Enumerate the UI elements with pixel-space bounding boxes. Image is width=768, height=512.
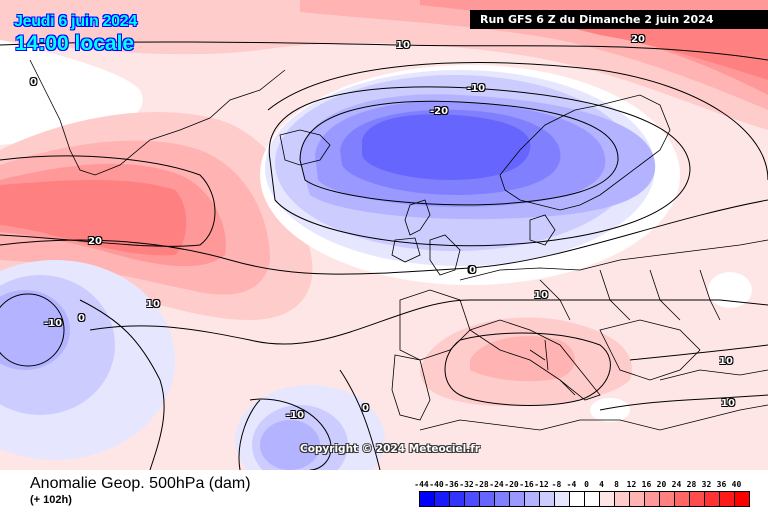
legend-tick-label: 36 [716,480,727,489]
contour-label: 0 [362,403,369,414]
legend-swatch [585,492,600,506]
contour-label: 20 [88,236,102,247]
legend-tick-label: 40 [731,480,742,489]
legend-tick-label: -24 [489,480,504,489]
lead-time: (+ 102h) [30,494,72,506]
legend-swatch [720,492,735,506]
legend-swatch [510,492,525,506]
legend-tick-label: 20 [656,480,667,489]
valid-date: Jeudi 6 juin 2024 [14,13,137,30]
product-title: Anomalie Geop. 500hPa (dam) [30,475,251,492]
contour-label: -10 [286,410,305,421]
legend-tick-label: 8 [614,480,619,489]
anomaly-field [0,0,768,470]
legend-swatch [435,492,450,506]
legend-tick-label: 4 [599,480,604,489]
legend-swatch [600,492,615,506]
contour-label: -10 [467,83,486,94]
legend-tick-label: -4 [566,480,577,489]
legend-tick-label: -16 [519,480,534,489]
legend-swatch [540,492,555,506]
legend-tick-label: -32 [459,480,474,489]
run-banner: Run GFS 6 Z du Dimanche 2 juin 2024 [470,10,768,29]
valid-time: 14:00 locale [15,32,135,55]
legend-swatch [480,492,495,506]
legend-swatch [675,492,690,506]
legend-tick-label: 0 [584,480,589,489]
legend-tick-label: 16 [641,480,652,489]
legend-swatch [495,492,510,506]
copyright-notice: Copyright © 2024 Meteociel.fr [300,443,480,455]
contour-label: 10 [396,40,410,51]
legend-swatch [615,492,630,506]
legend-swatch [630,492,645,506]
legend-tick-label: -28 [474,480,489,489]
contour-label: 0 [469,265,476,276]
contour-label: -10 [44,318,63,329]
contour-label: 0 [30,77,37,88]
legend-tick-label: -40 [429,480,444,489]
contour-label: 10 [721,398,735,409]
contour-label: 10 [146,299,160,310]
legend-swatch [525,492,540,506]
legend-swatch [660,492,675,506]
legend-swatch [570,492,585,506]
legend-swatch [420,492,435,506]
color-scale-legend [419,491,750,507]
legend-tick-label: -44 [414,480,429,489]
contour-label: 0 [78,313,85,324]
contour-label: 0 [468,265,475,276]
contour-label: 20 [631,34,645,45]
legend-tick-label: 24 [671,480,682,489]
contour-label: -20 [430,106,449,117]
legend-tick-label: -20 [504,480,519,489]
legend-swatch [555,492,570,506]
legend-tick-label: 12 [626,480,637,489]
legend-swatch [705,492,720,506]
legend-swatch [450,492,465,506]
legend-tick-label: 32 [701,480,712,489]
legend-swatch [690,492,705,506]
legend-tick-label: 28 [686,480,697,489]
legend-tick-label: -8 [551,480,562,489]
contour-label: 10 [719,356,733,367]
legend-tick-label: -36 [444,480,459,489]
legend-tick-label: -12 [534,480,549,489]
anomaly-map: Jeudi 6 juin 2024 14:00 locale Run GFS 6… [0,0,768,470]
legend-swatch [645,492,660,506]
legend-swatch [735,492,749,506]
contour-label: 10 [534,290,548,301]
legend-swatch [465,492,480,506]
